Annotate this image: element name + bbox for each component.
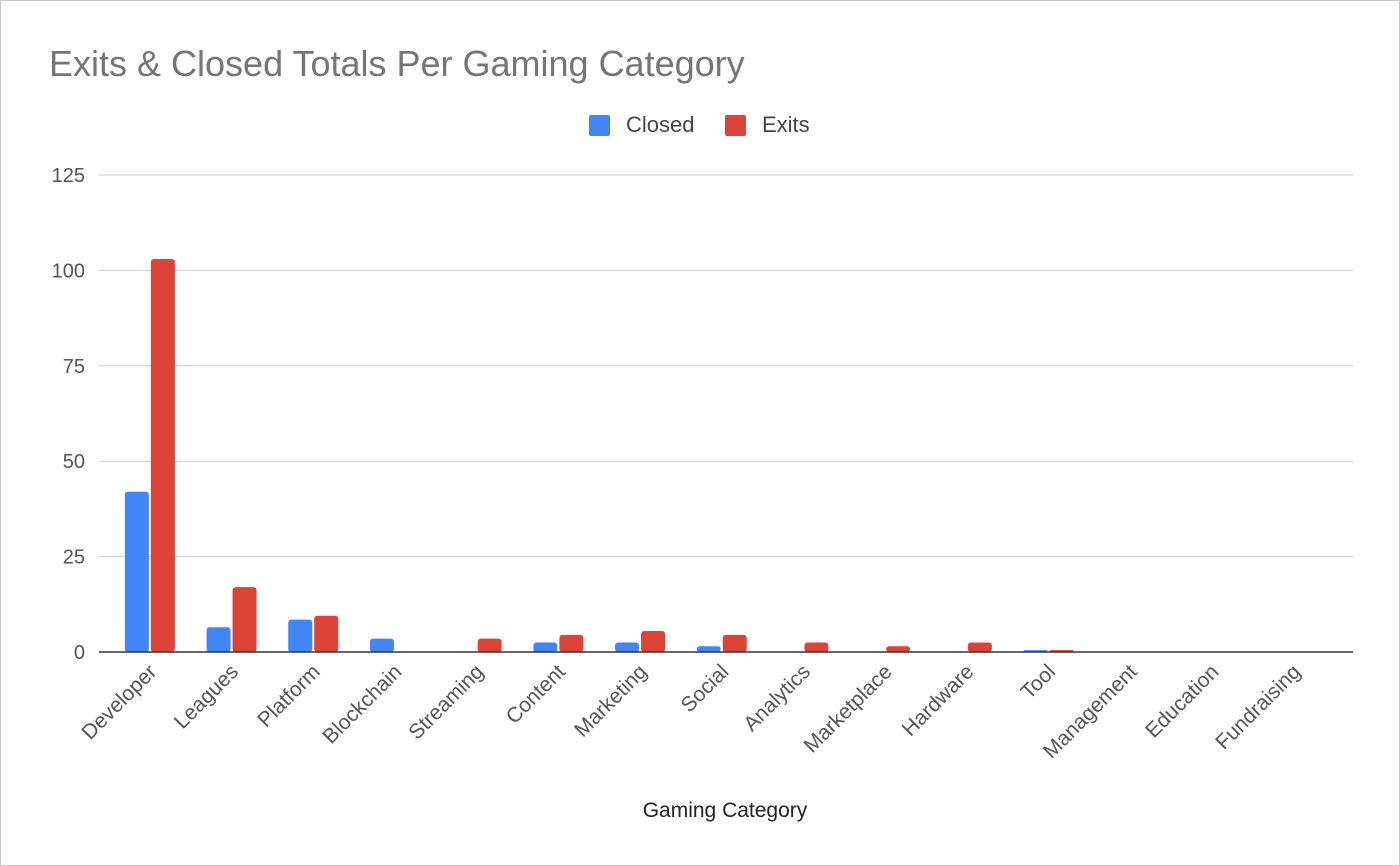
x-tick-label-developer: Developer [77,660,161,744]
y-tick-label: 100 [52,260,85,282]
x-axis-ticks: Developer Leagues PlatformBlockchainStream… [77,660,1305,763]
bar-closed-content[interactable] [533,642,558,652]
legend-swatch-closed [589,115,610,136]
bar-closed-social[interactable] [696,646,721,652]
bar-exits-content[interactable] [559,634,584,652]
bar-exits-developer[interactable] [150,258,175,652]
x-tick-label-platform: Platform [253,660,325,732]
y-tick-label: 125 [52,165,85,187]
x-tick-label-tool: Tool [1017,660,1061,704]
bar-exits-streaming[interactable] [477,638,502,652]
legend-swatch-exits [725,115,746,136]
bar-exits-hardware[interactable] [967,642,992,652]
x-tick-label-blockchain: Blockchain [318,660,406,748]
bar-closed-blockchain[interactable] [369,638,394,652]
y-axis-ticks: 0 25 50 75 100 125 [52,165,85,664]
y-tick-label: 75 [63,356,85,378]
x-axis-title: Gaming Category [643,799,808,822]
legend-label-closed: Closed [626,112,695,137]
x-tick-label-hardware: Hardware [898,660,979,741]
bars [124,258,1074,652]
bar-exits-platform[interactable] [314,615,339,652]
x-tick-label-marketing: Marketing [570,660,651,741]
x-tick-label-education: Education [1141,660,1223,742]
bar-exits-marketing[interactable] [641,631,666,652]
bar-exits-social[interactable] [722,634,747,652]
bar-closed-developer[interactable] [124,491,149,652]
x-tick-label-social: Social [677,660,734,717]
x-tick-label-content: Content [502,660,570,728]
bar-exits-marketplace[interactable] [886,646,911,652]
bar-closed-marketing[interactable] [615,642,640,652]
chart-title: Exits & Closed Totals Per Gaming Categor… [49,43,745,84]
x-tick-label-fundraising: Fundraising [1211,660,1305,754]
gridlines [99,174,1353,558]
x-tick-label-marketplace: Marketplace [800,660,897,757]
x-tick-label-analytics: Analytics [739,660,815,736]
y-tick-label: 25 [63,547,85,569]
y-tick-label: 0 [74,642,85,664]
bar-exits-leagues[interactable] [232,587,257,652]
x-tick-label-leagues: Leagues [170,660,243,733]
bar-closed-leagues[interactable] [206,627,231,652]
x-tick-label-streaming: Streaming [404,660,488,744]
bar-closed-platform[interactable] [288,619,313,652]
legend-label-exits: Exits [762,112,810,137]
y-tick-label: 50 [63,451,85,473]
bar-exits-analytics[interactable] [804,642,829,652]
